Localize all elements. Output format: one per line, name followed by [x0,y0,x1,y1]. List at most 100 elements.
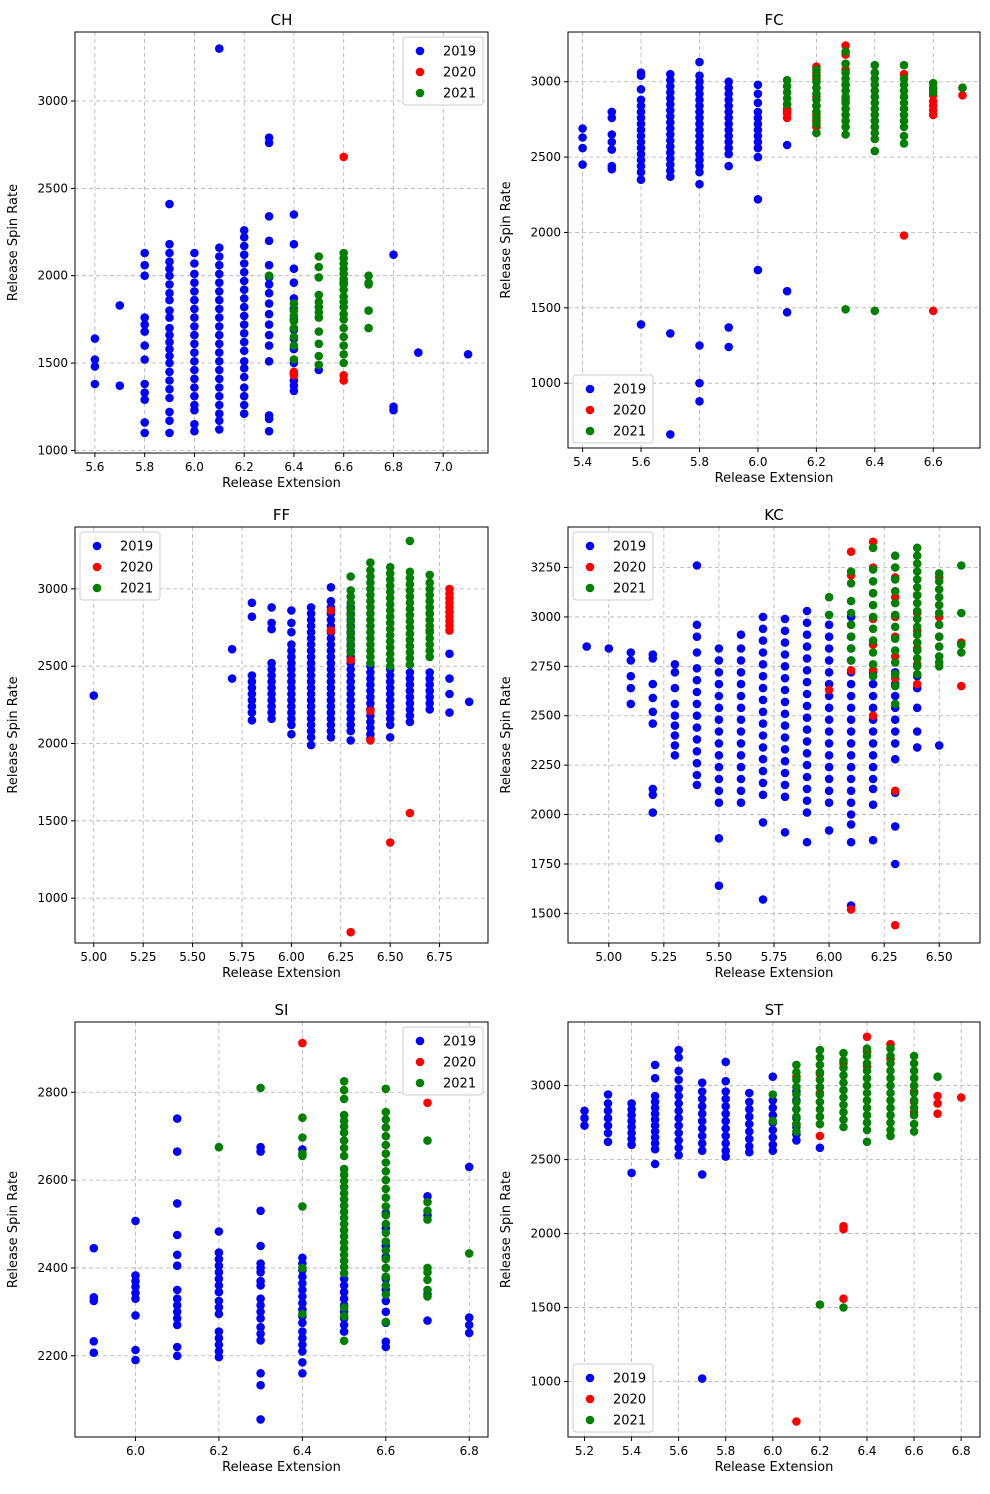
data-point [695,113,704,123]
data-point [758,707,768,717]
data-point [782,88,792,97]
y-tick-label: 1500 [530,1301,561,1315]
data-point [666,75,675,85]
data-point [868,624,878,634]
data-point [339,350,349,359]
data-point [405,660,415,669]
data-point [912,551,922,560]
data-point [256,1147,265,1156]
data-point [267,677,276,686]
data-point [695,149,704,159]
data-point [287,683,296,693]
data-point [306,714,316,724]
data-point [578,143,587,153]
data-point [578,124,587,133]
data-point [912,606,922,616]
series-2020 [298,1038,432,1108]
data-point [445,649,454,659]
data-point [862,1137,872,1147]
data-point [846,820,856,829]
data-point [666,106,675,115]
y-tick-label: 2000 [37,269,68,283]
data-point [339,1336,349,1346]
data-point [314,262,324,272]
data-point [745,1127,754,1136]
data-point [839,1107,848,1117]
data-point [736,668,746,677]
data-point [339,1128,349,1137]
data-point [862,1066,872,1076]
data-point [267,695,276,705]
data-point [780,780,790,790]
data-point [666,136,675,145]
data-point [846,644,856,653]
legend-label: 2019 [120,540,153,555]
data-point [695,167,704,177]
data-point [815,1090,825,1099]
data-point [256,1415,265,1424]
x-tick-label: 6.0 [763,1444,782,1458]
data-point [666,118,675,127]
data-point [841,47,850,56]
data-point [886,1044,895,1053]
data-point [868,679,878,689]
data-point [695,179,704,189]
data-point [445,674,454,683]
data-point [385,661,395,671]
data-point [721,1146,730,1155]
data-point [846,579,856,588]
data-point [957,561,966,570]
data-point [724,101,733,111]
data-point [636,125,646,135]
data-point [815,1060,825,1070]
data-point [298,1347,307,1356]
data-point [890,586,900,596]
data-point [666,94,675,103]
data-point [239,294,249,303]
data-point [666,124,675,133]
data-point [815,1082,825,1092]
y-tick-label: 2500 [530,150,561,164]
data-point [933,1099,942,1108]
data-point [780,697,790,707]
data-point [298,1272,307,1281]
data-point [745,1105,754,1114]
data-point [405,610,415,620]
legend-label: 2020 [613,404,646,419]
data-point [366,578,375,587]
data-point [326,708,336,717]
data-point [627,1116,636,1126]
y-tick-label: 1000 [530,1375,561,1389]
data-point [802,642,812,651]
data-point [339,1256,349,1266]
data-point [165,376,174,385]
data-point [890,646,900,655]
data-point [214,1227,224,1236]
data-point [385,671,395,680]
data-point [745,1088,754,1098]
data-point [697,1116,707,1126]
data-point [758,683,768,693]
data-point [824,679,834,689]
data-point [648,784,658,794]
data-point [239,241,249,251]
data-point [172,1250,182,1260]
data-point [721,1087,730,1096]
data-point [868,762,878,772]
data-point [674,1143,683,1153]
data-point [346,736,356,745]
data-point [239,400,249,410]
data-point [326,615,336,625]
data-point [868,774,878,784]
data-point [578,160,587,169]
data-point [339,1201,349,1210]
data-point [385,612,395,621]
data-point [736,679,746,689]
data-point [780,709,790,719]
data-point [812,107,821,117]
data-point [721,1131,730,1141]
data-point [381,1149,391,1158]
data-point [890,739,900,748]
data-point [385,643,395,652]
data-point [692,723,702,732]
